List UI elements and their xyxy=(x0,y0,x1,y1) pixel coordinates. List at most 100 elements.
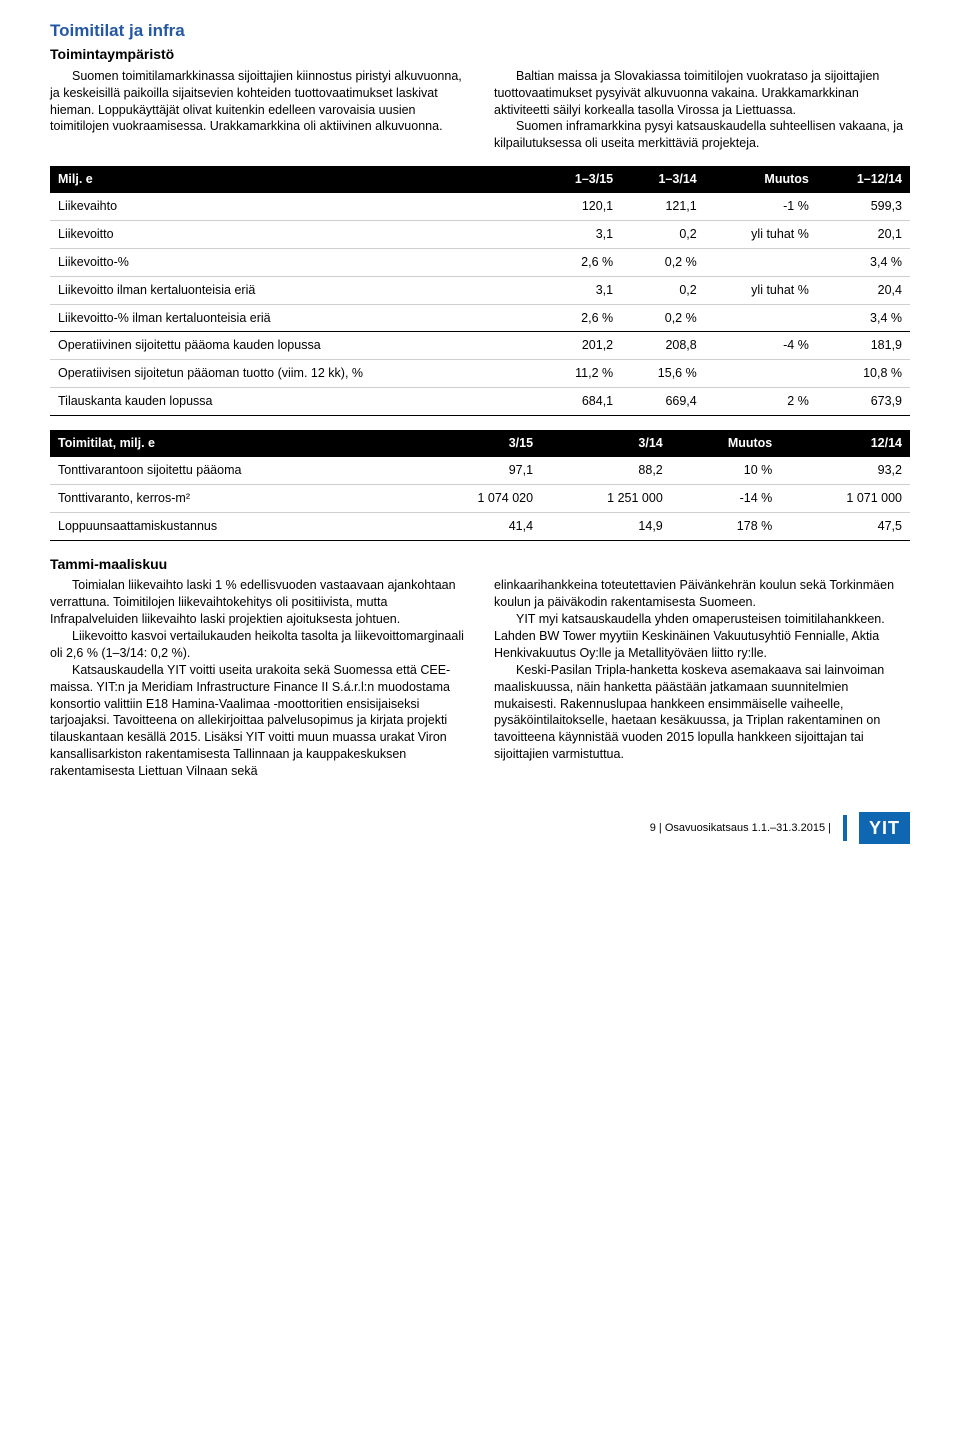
table-row: Tonttivarantoon sijoitettu pääoma97,188,… xyxy=(50,457,910,484)
body-left-p1: Toimialan liikevaihto laski 1 % edellisv… xyxy=(50,577,466,628)
table-cell: Liikevoitto-% ilman kertaluonteisia eriä xyxy=(50,304,539,332)
financials-table-1: Milj. e1–3/151–3/14Muutos1–12/14 Liikeva… xyxy=(50,166,910,416)
table-row: Liikevoitto-% ilman kertaluonteisia eriä… xyxy=(50,304,910,332)
footer-text: 9 | Osavuosikatsaus 1.1.–31.3.2015 | xyxy=(650,821,831,836)
table-cell: Liikevoitto-% xyxy=(50,248,539,276)
table-cell: 201,2 xyxy=(539,332,622,360)
body-right-p1: elinkaarihankkeina toteutettavien Päivän… xyxy=(494,577,910,611)
table-cell: 2,6 % xyxy=(539,248,622,276)
intro-left-p1: Suomen toimitilamarkkinassa sijoittajien… xyxy=(50,68,466,136)
table-header-cell: 1–3/15 xyxy=(539,166,622,193)
table-cell: -1 % xyxy=(705,193,817,220)
table-cell: Operatiivisen sijoitetun pääoman tuotto … xyxy=(50,360,539,388)
table-cell: yli tuhat % xyxy=(705,220,817,248)
intro-columns: Suomen toimitilamarkkinassa sijoittajien… xyxy=(50,68,910,152)
table-row: Operatiivinen sijoitettu pääoma kauden l… xyxy=(50,332,910,360)
table-cell xyxy=(705,248,817,276)
table-header-cell: 12/14 xyxy=(780,430,910,457)
table-cell: 47,5 xyxy=(780,512,910,540)
table-cell: 3,4 % xyxy=(817,248,910,276)
table-cell: 3,1 xyxy=(539,220,622,248)
intro-left-col: Suomen toimitilamarkkinassa sijoittajien… xyxy=(50,68,466,152)
table-header-cell: 1–12/14 xyxy=(817,166,910,193)
financials-table-2: Toimitilat, milj. e3/153/14Muutos12/14 T… xyxy=(50,430,910,541)
body-right-p2: YIT myi katsauskaudella yhden omaperuste… xyxy=(494,611,910,662)
table-header-cell: Milj. e xyxy=(50,166,539,193)
table-cell: 669,4 xyxy=(621,388,705,416)
table-row: Loppuunsaattamiskustannus41,414,9178 %47… xyxy=(50,512,910,540)
table-cell: 14,9 xyxy=(541,512,671,540)
table-cell: Tonttivarantoon sijoitettu pääoma xyxy=(50,457,411,484)
table-header-cell: 3/15 xyxy=(411,430,541,457)
table-cell xyxy=(705,304,817,332)
logo-divider xyxy=(843,815,847,841)
table-cell: 10 % xyxy=(671,457,780,484)
table-cell: 208,8 xyxy=(621,332,705,360)
yit-logo: YIT xyxy=(859,812,910,844)
table-cell xyxy=(705,360,817,388)
table-cell: 0,2 xyxy=(621,220,705,248)
body-left-col: Toimialan liikevaihto laski 1 % edellisv… xyxy=(50,577,466,780)
table-cell: 0,2 xyxy=(621,276,705,304)
intro-right-p1: Baltian maissa ja Slovakiassa toimitiloj… xyxy=(494,68,910,119)
table-cell: 20,1 xyxy=(817,220,910,248)
table-cell: 3,1 xyxy=(539,276,622,304)
table-header-cell: Muutos xyxy=(705,166,817,193)
table-cell: 15,6 % xyxy=(621,360,705,388)
table-cell: Loppuunsaattamiskustannus xyxy=(50,512,411,540)
table-cell: 1 251 000 xyxy=(541,484,671,512)
table-cell: Tonttivaranto, kerros-m² xyxy=(50,484,411,512)
table-header-cell: Toimitilat, milj. e xyxy=(50,430,411,457)
intro-right-col: Baltian maissa ja Slovakiassa toimitiloj… xyxy=(494,68,910,152)
table-cell: 41,4 xyxy=(411,512,541,540)
table-cell: 2 % xyxy=(705,388,817,416)
table-row: Liikevoitto3,10,2yli tuhat %20,1 xyxy=(50,220,910,248)
table-cell: 20,4 xyxy=(817,276,910,304)
table-cell: 120,1 xyxy=(539,193,622,220)
table-cell: Tilauskanta kauden lopussa xyxy=(50,388,539,416)
table-header-cell: Muutos xyxy=(671,430,780,457)
table-cell: 1 071 000 xyxy=(780,484,910,512)
table-cell: 121,1 xyxy=(621,193,705,220)
body-left-p2: Liikevoitto kasvoi vertailukauden heikol… xyxy=(50,628,466,662)
table-header-cell: 3/14 xyxy=(541,430,671,457)
table-cell: 11,2 % xyxy=(539,360,622,388)
table-cell: 181,9 xyxy=(817,332,910,360)
table-cell: 178 % xyxy=(671,512,780,540)
table-header-cell: 1–3/14 xyxy=(621,166,705,193)
table-cell: 3,4 % xyxy=(817,304,910,332)
table-cell: Operatiivinen sijoitettu pääoma kauden l… xyxy=(50,332,539,360)
page-title: Toimitilat ja infra xyxy=(50,20,910,43)
table-cell: Liikevoitto ilman kertaluonteisia eriä xyxy=(50,276,539,304)
table-cell: 599,3 xyxy=(817,193,910,220)
body-heading: Tammi-maaliskuu xyxy=(50,555,910,574)
table-cell: 0,2 % xyxy=(621,248,705,276)
table-cell: Liikevoitto xyxy=(50,220,539,248)
table-cell: -4 % xyxy=(705,332,817,360)
table-cell: 97,1 xyxy=(411,457,541,484)
body-left-p3: Katsauskaudella YIT voitti useita urakoi… xyxy=(50,662,466,780)
table-cell: 93,2 xyxy=(780,457,910,484)
table-cell: 673,9 xyxy=(817,388,910,416)
table-cell: -14 % xyxy=(671,484,780,512)
table-cell: Liikevaihto xyxy=(50,193,539,220)
body-right-col: elinkaarihankkeina toteutettavien Päivän… xyxy=(494,577,910,780)
intro-right-p2: Suomen inframarkkina pysyi katsauskaudel… xyxy=(494,118,910,152)
body-columns: Toimialan liikevaihto laski 1 % edellisv… xyxy=(50,577,910,780)
table-row: Tilauskanta kauden lopussa684,1669,42 %6… xyxy=(50,388,910,416)
section-subtitle: Toimintaympäristö xyxy=(50,45,910,64)
table-cell: 2,6 % xyxy=(539,304,622,332)
table-cell: yli tuhat % xyxy=(705,276,817,304)
table-cell: 88,2 xyxy=(541,457,671,484)
table-row: Liikevaihto120,1121,1-1 %599,3 xyxy=(50,193,910,220)
body-right-p3: Keski-Pasilan Tripla-hanketta koskeva as… xyxy=(494,662,910,763)
table-row: Liikevoitto-%2,6 %0,2 % 3,4 % xyxy=(50,248,910,276)
table-row: Tonttivaranto, kerros-m²1 074 0201 251 0… xyxy=(50,484,910,512)
table-cell: 10,8 % xyxy=(817,360,910,388)
table-cell: 1 074 020 xyxy=(411,484,541,512)
table-cell: 0,2 % xyxy=(621,304,705,332)
table-row: Liikevoitto ilman kertaluonteisia eriä3,… xyxy=(50,276,910,304)
table-row: Operatiivisen sijoitetun pääoman tuotto … xyxy=(50,360,910,388)
page-footer: 9 | Osavuosikatsaus 1.1.–31.3.2015 | YIT xyxy=(50,812,910,844)
table-cell: 684,1 xyxy=(539,388,622,416)
